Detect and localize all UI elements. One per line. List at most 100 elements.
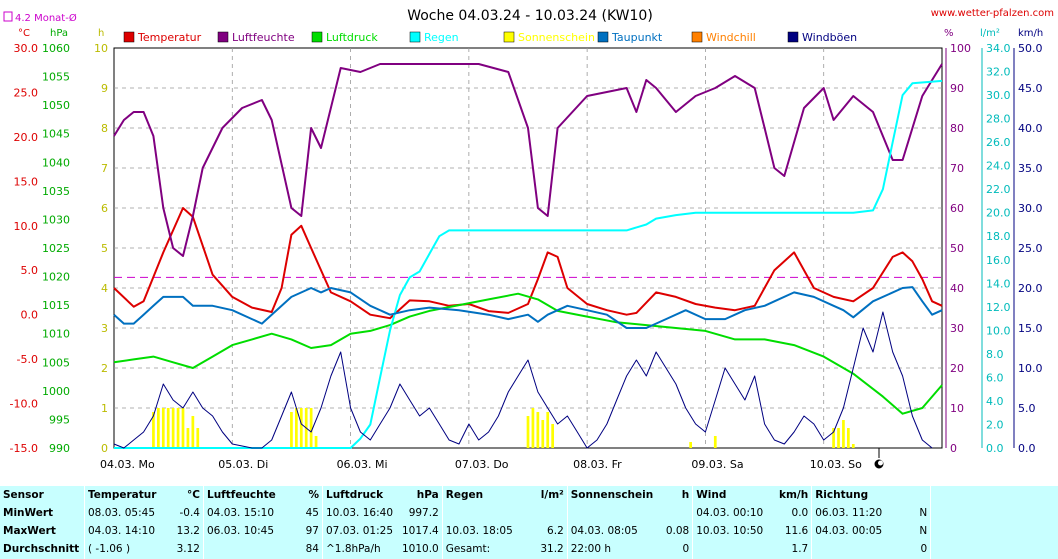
sunshine-bar bbox=[526, 416, 530, 448]
stats-cell: ( -1.06 ) bbox=[84, 540, 161, 559]
legend-swatch bbox=[311, 31, 323, 43]
tick-label-rain: 12.0 bbox=[986, 301, 1011, 314]
legend-label: Temperatur bbox=[137, 31, 202, 44]
sunshine-bar bbox=[531, 408, 535, 448]
tick-label-sun: 8 bbox=[101, 122, 108, 135]
tick-label-pressure: 1000 bbox=[42, 385, 70, 398]
tick-label-pressure: 1010 bbox=[42, 328, 70, 341]
series-line-luftfeuchte bbox=[113, 63, 943, 257]
stats-cell bbox=[441, 504, 525, 523]
stats-cell: 997.2 bbox=[408, 506, 439, 519]
wind-unit: km/h bbox=[1018, 28, 1043, 39]
tick-label-temp: -10.0 bbox=[10, 398, 38, 411]
legend-label: Windböen bbox=[802, 31, 857, 44]
sunshine-bar bbox=[847, 428, 850, 448]
stats-filler bbox=[930, 540, 1058, 559]
tick-label-day: 09.03. Sa bbox=[691, 458, 743, 471]
tick-label-wind: 20.0 bbox=[1018, 282, 1043, 295]
tick-label-rain: 0.0 bbox=[986, 442, 1004, 455]
legend-swatch bbox=[691, 31, 703, 43]
tick-label-sun: 5 bbox=[101, 242, 108, 255]
site-link[interactable]: www.wetter-pfalzen.com bbox=[931, 8, 1054, 19]
tick-label-pressure: 1060 bbox=[42, 42, 70, 55]
tick-label-wind: 40.0 bbox=[1018, 122, 1043, 135]
grid bbox=[113, 47, 943, 449]
stats-row-label: MaxWert bbox=[3, 525, 56, 538]
stats-cell: 04.03. 15:10 bbox=[203, 504, 280, 523]
sunshine-bar bbox=[161, 408, 165, 448]
sunshine-bars bbox=[152, 408, 855, 448]
stats-cell: 22:00 h bbox=[566, 540, 657, 559]
legend: Temperatur Luftfeuchte Luftdruck Regen Sonne… bbox=[123, 31, 857, 44]
stats-cell: N bbox=[919, 506, 928, 519]
tick-label-pressure: 1035 bbox=[42, 185, 70, 198]
tick-label-pressure: 1025 bbox=[42, 242, 70, 255]
stats-cell: 11.6 bbox=[784, 525, 809, 538]
tick-label-wind: 35.0 bbox=[1018, 162, 1043, 175]
stats-cell: 3.12 bbox=[176, 543, 200, 556]
series-line-luftdruck bbox=[113, 292, 943, 415]
tick-label-humidity: 10 bbox=[950, 402, 964, 415]
series-lines bbox=[113, 63, 943, 449]
tick-label-pressure: 990 bbox=[49, 442, 70, 455]
stats-cell: 10.03. 16:40 bbox=[322, 504, 399, 523]
tick-label-rain: 30.0 bbox=[986, 89, 1011, 102]
stats-cell bbox=[566, 504, 657, 523]
stats-cell: -0.4 bbox=[179, 506, 201, 519]
stats-dir-header: Richtung bbox=[811, 486, 895, 505]
tick-label-day: 04.03. Mo bbox=[100, 458, 155, 471]
tick-label-wind: 30.0 bbox=[1018, 202, 1043, 215]
stats-row-label: Durchschnitt bbox=[3, 543, 80, 556]
tick-label-sun: 4 bbox=[101, 282, 108, 295]
tick-label-temp: -5.0 bbox=[17, 353, 38, 366]
statistics-panel: Sensor Temperatur °C Luftfeuchte % Luftd… bbox=[0, 486, 1058, 559]
tick-label-temp: 5.0 bbox=[21, 264, 39, 277]
tick-label-rain: 24.0 bbox=[986, 160, 1011, 173]
pressure-unit: hPa bbox=[50, 28, 68, 39]
tick-label-rain: 4.0 bbox=[986, 395, 1004, 408]
sunshine-bar bbox=[191, 416, 195, 448]
tick-label-temp: 10.0 bbox=[14, 220, 39, 233]
stats-cell: Gesamt: bbox=[441, 540, 525, 559]
tick-label-rain: 34.0 bbox=[986, 42, 1011, 55]
tick-label-day: 05.03. Di bbox=[218, 458, 268, 471]
tick-label-temp: 25.0 bbox=[14, 86, 39, 99]
tick-label-day: 07.03. Do bbox=[455, 458, 509, 471]
sunshine-bar bbox=[176, 408, 180, 448]
tick-label-pressure: 1005 bbox=[42, 356, 70, 369]
sunshine-bar bbox=[832, 428, 835, 448]
stats-row-label: MinWert bbox=[3, 506, 54, 519]
stats-cell: 08.03. 05:45 bbox=[84, 504, 161, 523]
tick-label-day: 10.03. So bbox=[810, 458, 862, 471]
legend-label: Luftdruck bbox=[326, 31, 378, 44]
series-line-temperatur bbox=[113, 207, 943, 320]
tick-label-rain: 28.0 bbox=[986, 113, 1011, 126]
tick-label-rain: 8.0 bbox=[986, 348, 1004, 361]
legend-label: Taupunkt bbox=[611, 31, 663, 44]
stats-header-row: Sensor Temperatur °C Luftfeuchte % Luftd… bbox=[0, 486, 1058, 505]
tick-label-wind: 5.0 bbox=[1018, 402, 1036, 415]
tick-label-humidity: 60 bbox=[950, 202, 964, 215]
tick-label-pressure: 1055 bbox=[42, 71, 70, 84]
legend-label: Luftfeuchte bbox=[232, 31, 295, 44]
tick-label-humidity: 70 bbox=[950, 162, 964, 175]
stats-cell bbox=[811, 540, 895, 559]
monthly-avg-label: 4.2 Monat-Ø bbox=[15, 12, 77, 24]
stats-temp-header: Temperatur bbox=[84, 486, 161, 505]
stats-rain-header: Regen bbox=[441, 486, 525, 505]
stats-cell: 13.2 bbox=[176, 525, 200, 538]
stats-press-unit: hPa bbox=[416, 488, 439, 501]
legend-swatch bbox=[217, 31, 229, 43]
tick-label-temp: -15.0 bbox=[10, 442, 38, 455]
tick-label-rain: 14.0 bbox=[986, 277, 1011, 290]
tick-label-pressure: 1030 bbox=[42, 213, 70, 226]
tick-label-humidity: 40 bbox=[950, 282, 964, 295]
tick-label-sun: 2 bbox=[101, 362, 108, 375]
sunshine-bar bbox=[314, 436, 318, 448]
tick-label-humidity: 20 bbox=[950, 362, 964, 375]
stats-cell: 04.03. 00:10 bbox=[692, 504, 776, 523]
stats-cell: 6.2 bbox=[547, 525, 564, 538]
stats-cell bbox=[203, 540, 280, 559]
series-line-regen bbox=[114, 79, 943, 449]
stats-cell: 1.7 bbox=[791, 543, 809, 556]
